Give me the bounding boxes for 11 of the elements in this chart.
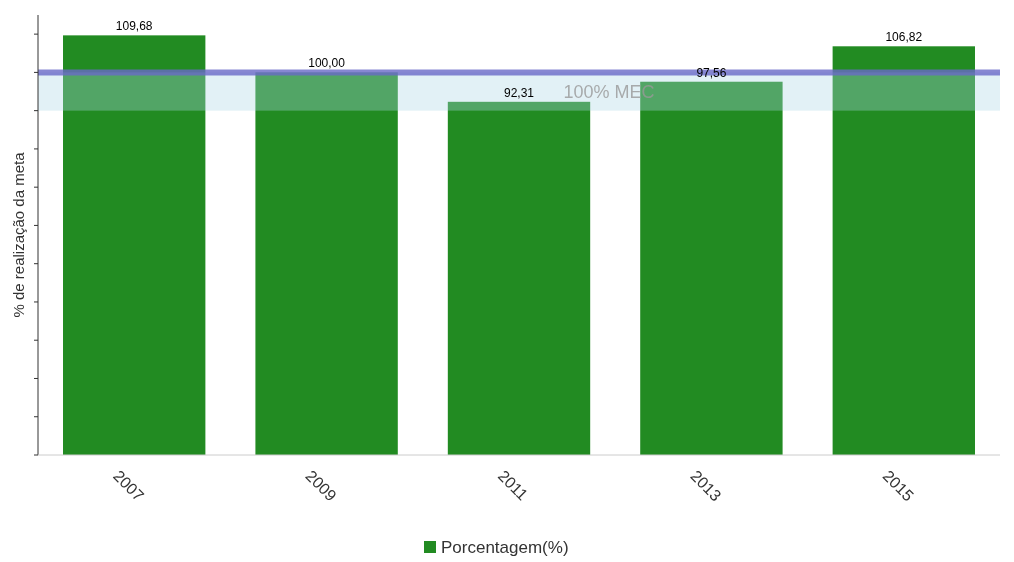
y-axis-title: % de realização da meta [10,151,27,318]
data-label: 92,31 [503,85,535,100]
legend-label: Porcentagem(%) [441,538,569,557]
bar [832,46,975,455]
data-label: 97,56 [696,65,727,80]
bar [255,72,398,455]
data-label: 109,68 [115,19,153,34]
data-label: 106,82 [885,30,923,45]
data-label: 100,00 [308,56,346,71]
bar [447,101,591,455]
bar [63,35,206,455]
